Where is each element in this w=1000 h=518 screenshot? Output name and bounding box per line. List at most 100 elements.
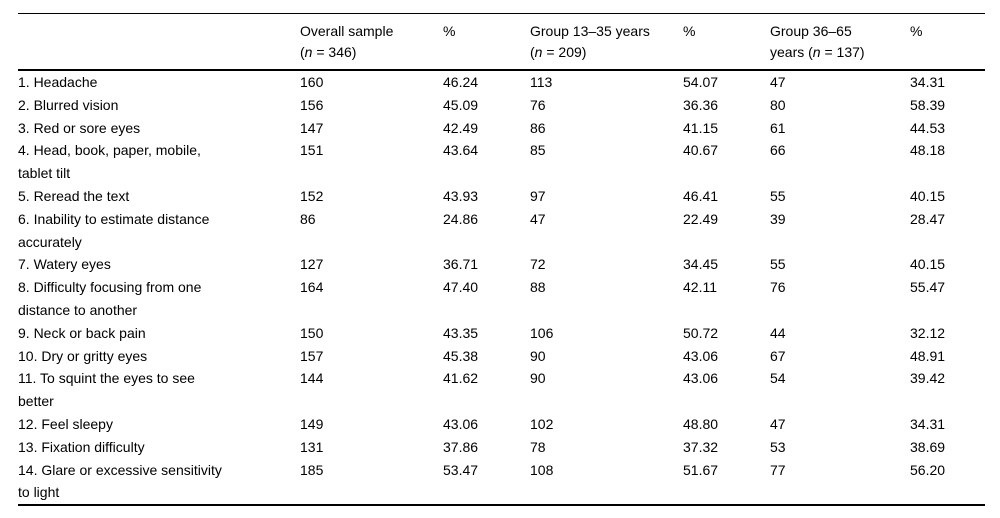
cell-overall-pct: 53.47 [443, 461, 479, 478]
cell-overall-n: 185 [300, 461, 324, 478]
table-row: 14. Glare or excessive sensitivity to li… [18, 459, 985, 506]
column-header-empty [18, 13, 300, 71]
cell-group2-pct: 39.42 [910, 370, 946, 387]
column-header-line2: (n = 346) [300, 44, 356, 60]
cell-overall-n: 86 [300, 210, 316, 227]
cell-overall-pct: 24.86 [443, 210, 479, 227]
cell-group1-pct: 43.06 [683, 347, 719, 364]
cell-group2-n: 44 [770, 324, 786, 341]
cell-overall-pct: 43.35 [443, 324, 479, 341]
cell-group1-pct: 40.67 [683, 142, 719, 159]
cell-group2-n: 80 [770, 96, 786, 113]
column-header-group-13-35: Group 13–35 years (n = 209) [530, 13, 683, 71]
table-row: 2. Blurred vision 156 45.09 76 36.36 80 … [18, 94, 985, 117]
symptom-label: 14. Glare or excessive sensitivity to li… [18, 461, 222, 501]
table-row: 6. Inability to estimate distance accura… [18, 208, 985, 254]
cell-overall-n: 156 [300, 96, 324, 113]
table-row: 7. Watery eyes 127 36.71 72 34.45 55 40.… [18, 253, 985, 276]
symptom-label: 6. Inability to estimate distance accura… [18, 210, 210, 250]
symptom-label: 3. Red or sore eyes [18, 119, 141, 136]
column-header-line1: Group 36–65 [770, 23, 852, 39]
cell-group2-n: 39 [770, 210, 786, 227]
cell-group1-n: 85 [530, 142, 546, 159]
cell-group2-n: 76 [770, 279, 786, 296]
cell-group2-n: 66 [770, 142, 786, 159]
cell-overall-n: 164 [300, 279, 324, 296]
column-header-line1: Overall sample [300, 23, 394, 39]
column-header-line1: % [683, 23, 696, 39]
cell-overall-n: 147 [300, 119, 324, 136]
n-prefix: years ( [770, 44, 813, 60]
cell-group2-pct: 58.39 [910, 96, 946, 113]
cell-group1-pct: 42.11 [683, 279, 717, 296]
table-row: 10. Dry or gritty eyes 157 45.38 90 43.0… [18, 345, 985, 368]
n-suffix: = 137) [820, 44, 865, 60]
cell-overall-pct: 43.06 [443, 415, 479, 432]
table-row: 5. Reread the text 152 43.93 97 46.41 55… [18, 185, 985, 208]
cell-overall-n: 150 [300, 324, 324, 341]
cell-group2-pct: 44.53 [910, 119, 946, 136]
italic-n: n [812, 44, 821, 60]
cell-overall-n: 127 [300, 256, 324, 273]
table-row: 11. To squint the eyes to see better 144… [18, 367, 985, 413]
table-row: 12. Feel sleepy 149 43.06 102 48.80 47 3… [18, 413, 985, 436]
cell-group2-pct: 48.18 [910, 142, 946, 159]
cell-group1-pct: 22.49 [683, 210, 719, 227]
cell-overall-pct: 47.40 [443, 279, 479, 296]
cell-group2-n: 54 [770, 370, 786, 387]
cell-group2-n: 47 [770, 415, 786, 432]
cell-group1-pct: 51.67 [683, 461, 719, 478]
cell-group1-n: 97 [530, 187, 546, 204]
cell-overall-n: 151 [300, 142, 324, 159]
cell-group1-pct: 41.15 [683, 119, 719, 136]
cell-overall-n: 149 [300, 415, 324, 432]
cell-group1-pct: 36.36 [683, 96, 719, 113]
cell-group1-n: 88 [530, 279, 546, 296]
cell-group2-pct: 48.91 [910, 347, 946, 364]
cell-group1-pct: 34.45 [683, 256, 719, 273]
cell-group1-n: 47 [530, 210, 546, 227]
cell-group1-n: 106 [530, 324, 554, 341]
cell-overall-n: 131 [300, 438, 324, 455]
cell-group2-pct: 28.47 [910, 210, 946, 227]
cell-overall-pct: 43.64 [443, 142, 479, 159]
column-header-group2-percent: % [910, 13, 985, 71]
cell-group2-n: 53 [770, 438, 786, 455]
cell-group2-pct: 56.20 [910, 461, 946, 478]
cell-group2-pct: 38.69 [910, 438, 946, 455]
cell-overall-pct: 42.49 [443, 119, 479, 136]
cell-group2-n: 55 [770, 256, 786, 273]
symptom-label: 10. Dry or gritty eyes [18, 347, 148, 364]
column-header-line2: years (n = 137) [770, 44, 865, 60]
cell-overall-pct: 36.71 [443, 256, 479, 273]
cell-group1-pct: 48.80 [683, 415, 719, 432]
table-row: 9. Neck or back pain 150 43.35 106 50.72… [18, 322, 985, 345]
column-header-line2: (n = 209) [530, 44, 586, 60]
column-header-line1: % [910, 23, 923, 39]
cell-overall-n: 160 [300, 74, 324, 90]
table-row: 13. Fixation difficulty 131 37.86 78 37.… [18, 436, 985, 459]
table-row: 8. Difficulty focusing from one distance… [18, 276, 985, 322]
cell-overall-pct: 45.09 [443, 96, 479, 113]
symptom-label: 9. Neck or back pain [18, 324, 146, 341]
n-suffix: = 209) [542, 44, 587, 60]
column-header-line1: % [443, 23, 456, 39]
symptom-label: 1. Headache [18, 74, 98, 90]
cell-overall-n: 152 [300, 187, 324, 204]
cell-group1-n: 76 [530, 96, 546, 113]
column-header-overall-sample: Overall sample (n = 346) [300, 13, 443, 71]
italic-n: n [304, 44, 313, 60]
symptom-label: 12. Feel sleepy [18, 415, 113, 432]
symptom-label: 13. Fixation difficulty [18, 438, 145, 455]
cell-group2-pct: 40.15 [910, 187, 946, 204]
column-header-group1-percent: % [683, 13, 770, 71]
cell-group1-n: 108 [530, 461, 554, 478]
cell-group1-pct: 54.07 [683, 74, 719, 90]
header-row: Overall sample (n = 346) % Group 13–35 y… [18, 13, 985, 71]
cell-group2-pct: 34.31 [910, 74, 946, 90]
cell-group1-pct: 43.06 [683, 370, 719, 387]
cell-group2-n: 67 [770, 347, 786, 364]
symptom-label: 8. Difficulty focusing from one distance… [18, 279, 202, 318]
cell-overall-n: 157 [300, 347, 324, 364]
